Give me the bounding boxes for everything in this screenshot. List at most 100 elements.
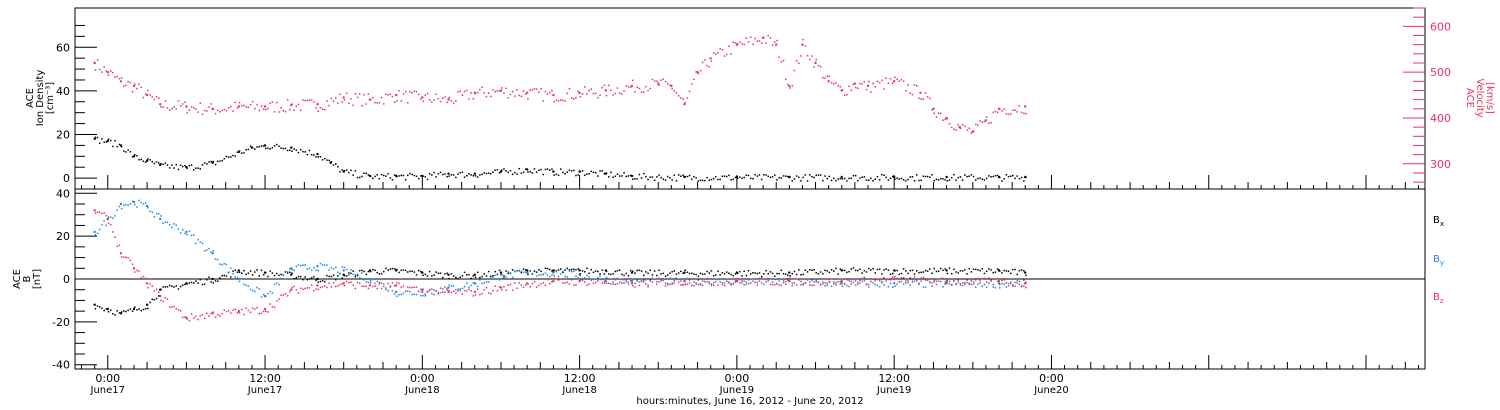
- bz-mark: [118, 244, 121, 247]
- by-mark: [983, 283, 986, 286]
- velocity-mark: [857, 87, 859, 89]
- x-tick-date: June18: [561, 385, 597, 396]
- density-mark: [444, 173, 446, 175]
- velocity-mark: [627, 85, 630, 88]
- by-mark: [171, 226, 173, 229]
- bx-mark: [739, 270, 741, 273]
- density-mark: [142, 160, 145, 162]
- bx-mark: [136, 309, 138, 311]
- bx-mark: [966, 273, 968, 275]
- bz-mark: [972, 281, 975, 283]
- velocity-mark: [913, 84, 916, 86]
- top-right-tick-label: 500: [1430, 66, 1451, 79]
- density-mark: [948, 179, 951, 181]
- velocity-mark: [404, 90, 407, 93]
- velocity-mark: [472, 98, 475, 100]
- bz-mark: [295, 289, 298, 291]
- bx-mark: [463, 271, 466, 274]
- velocity-mark: [942, 119, 944, 121]
- density-mark: [863, 176, 866, 178]
- bx-mark: [970, 271, 973, 273]
- velocity-mark: [101, 71, 103, 73]
- bz-mark: [741, 280, 743, 282]
- bz-mark: [105, 214, 108, 217]
- bz-mark: [522, 286, 525, 289]
- velocity-mark: [699, 70, 702, 72]
- density-mark: [210, 160, 212, 163]
- density-mark: [291, 150, 293, 152]
- density-mark: [182, 165, 184, 168]
- bx-mark: [892, 272, 894, 275]
- density-mark: [673, 174, 675, 177]
- velocity-mark: [1012, 109, 1014, 111]
- by-mark: [326, 264, 328, 266]
- density-mark: [197, 167, 199, 169]
- velocity-mark: [951, 126, 953, 129]
- bx-mark: [944, 268, 946, 270]
- by-mark: [560, 273, 562, 275]
- density-mark: [280, 147, 282, 149]
- bz-mark: [878, 279, 881, 282]
- velocity-mark: [418, 93, 420, 96]
- density-mark: [129, 151, 132, 153]
- velocity-mark: [695, 71, 697, 73]
- density-mark: [118, 143, 121, 146]
- bz-mark: [734, 281, 737, 283]
- bx-mark: [328, 275, 330, 278]
- velocity-mark: [359, 93, 361, 95]
- by-mark: [269, 290, 271, 293]
- velocity-mark: [743, 43, 745, 46]
- bz-mark: [96, 211, 99, 214]
- bz-mark-point: [159, 294, 162, 298]
- velocity-mark: [710, 60, 713, 62]
- bz-mark: [415, 286, 418, 288]
- bz-mark: [367, 287, 370, 290]
- bx-mark: [723, 273, 726, 275]
- bx-mark: [387, 269, 389, 271]
- by-mark: [306, 268, 309, 270]
- by-mark: [173, 223, 175, 225]
- velocity-mark: [964, 125, 966, 128]
- bz-mark-point: [526, 282, 529, 285]
- by-mark: [765, 281, 767, 283]
- density-mark: [750, 177, 752, 180]
- bx-mark-point: [840, 269, 843, 272]
- bx-mark: [457, 277, 459, 280]
- density-mark: [531, 172, 534, 174]
- density-mark: [610, 171, 612, 174]
- velocity-mark: [147, 89, 149, 92]
- velocity-mark: [878, 81, 881, 84]
- density-mark: [372, 177, 374, 180]
- bx-mark: [439, 272, 442, 274]
- bx-mark: [313, 276, 315, 278]
- density-mark: [134, 154, 136, 156]
- density-mark: [675, 180, 678, 182]
- by-mark: [675, 277, 678, 279]
- by-mark-point: [119, 202, 123, 206]
- density-mark: [793, 178, 796, 180]
- density-mark: [195, 167, 197, 169]
- bx-mark: [544, 267, 547, 269]
- by-mark: [706, 281, 708, 283]
- by-mark: [905, 280, 907, 282]
- density-mark: [269, 148, 271, 150]
- bz-mark: [590, 279, 592, 282]
- bx-mark: [706, 270, 708, 273]
- by-mark: [254, 290, 256, 293]
- by-mark: [778, 280, 780, 282]
- bx-mark-point: [735, 271, 739, 274]
- by-mark: [673, 280, 675, 282]
- by-mark: [186, 233, 188, 236]
- by-mark: [780, 278, 783, 281]
- density-mark: [300, 148, 302, 151]
- bz-mark: [385, 287, 387, 289]
- bx-mark: [182, 284, 184, 286]
- velocity-mark: [243, 104, 245, 107]
- bz-mark: [883, 277, 885, 279]
- bz-mark: [223, 309, 225, 311]
- bz-mark: [885, 278, 887, 281]
- density-mark: [911, 176, 914, 178]
- velocity-mark: [123, 85, 125, 87]
- density-mark: [988, 175, 990, 177]
- bx-mark: [811, 269, 813, 271]
